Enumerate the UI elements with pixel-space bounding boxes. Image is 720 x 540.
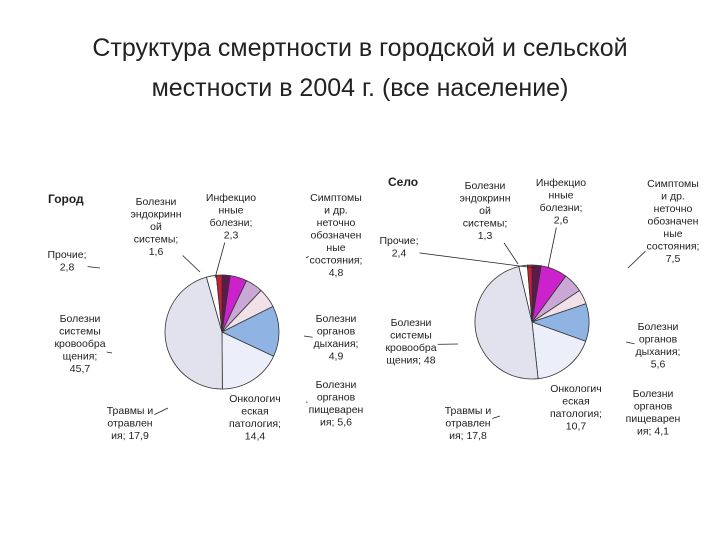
slice-label-symptoms: Симптомы и др. неточно обозначен ные состояни… (310, 192, 363, 279)
pie-slice-trauma (221, 331, 275, 390)
slice-label-other: Прочие; 2,4 (379, 235, 418, 260)
pie-chart-village: Село Инфекцио нные болезни; 2,6 Симптомы и др.… (378, 175, 701, 443)
pie-slice-trauma (531, 321, 587, 380)
slice-label-infection: Инфекцио нные болезни; 2,3 (206, 192, 256, 242)
pie-chart-city: Город Инфекцио нные болезни; 2,3 Симптомы и др… (46, 191, 365, 444)
pie-slice-circulatory (164, 276, 223, 390)
slice-label-trauma: Травмы и отравлен ия; 17,8 (445, 405, 492, 442)
slice-label-endocrine: Болезни эндокринн ой системы; 1,3 (459, 180, 510, 242)
leader-line-other (398, 249, 536, 269)
slice-label-other: Прочие; 2,8 (47, 249, 86, 274)
slice-label-infection: Инфекцио нные болезни; 2,6 (536, 177, 586, 227)
slice-label-trauma: Травмы и отравлен ия; 17,9 (107, 405, 154, 442)
title-line-2: местности в 2004 г. (все население) (151, 74, 569, 102)
slice-label-symptoms: Симптомы и др. неточно обозначен ные состояни… (647, 178, 700, 265)
slice-label-circulatory: Болезни системы кровообра щения; 45,7 (54, 313, 105, 375)
pie-slice-endocrine (526, 264, 533, 323)
slice-label-circulatory: Болезни системы кровообра щения; 48 (385, 317, 436, 367)
slide-title: Структура смертности в городской и сельс… (0, 28, 720, 108)
slice-label-respiratory: Болезни органов дыхания; 4,9 (314, 313, 359, 363)
slice-label-oncology: Онкологич еская патология; 14,4 (229, 393, 281, 443)
slice-label-respiratory: Болезни органов дыхания; 5,6 (636, 321, 681, 371)
pie-slice-circulatory (474, 266, 539, 380)
title-line-1: Структура смертности в городской и сельс… (92, 34, 628, 62)
slice-label-digestive: Болезни органов пищеварен ия; 5,6 (309, 379, 364, 429)
chart-title: Село (388, 175, 418, 189)
slice-label-digestive: Болезни органов пищеварен ия; 4,1 (626, 388, 681, 438)
pie-slice-endocrine (215, 274, 223, 333)
slice-label-endocrine: Болезни эндокринн ой системы; 1,6 (130, 196, 181, 258)
pie-slice-oncology (221, 305, 280, 357)
chart-title: Город (48, 192, 84, 206)
slice-label-oncology: Онкологич еская патология; 10,7 (550, 383, 602, 433)
